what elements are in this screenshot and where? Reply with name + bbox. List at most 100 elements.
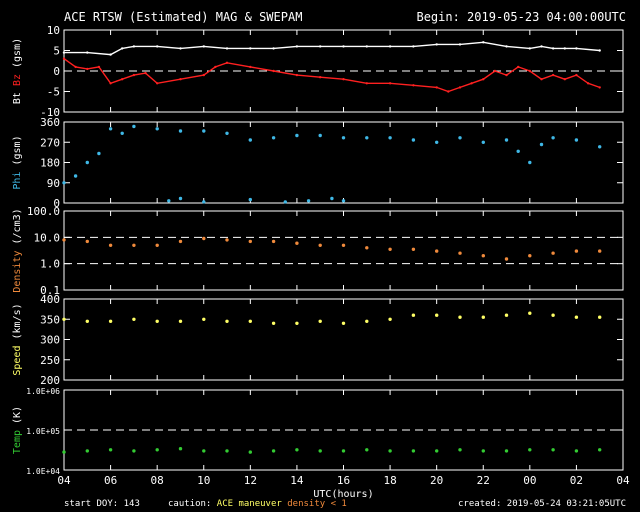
panel-4-series-0-point-5 bbox=[178, 447, 183, 451]
panel-0-series-1-point-16 bbox=[319, 76, 322, 79]
panel-0-series-1-point-27 bbox=[505, 73, 508, 77]
panel-0-series-0-point-3 bbox=[121, 47, 124, 50]
panel-4-series-0-point-0 bbox=[62, 450, 66, 454]
panel-1-series-0-point-23 bbox=[516, 149, 520, 153]
panel-4-series-0-point-14 bbox=[388, 449, 392, 453]
panel-0-series-1-point-12 bbox=[225, 61, 229, 64]
panel-0-series-0-point-8 bbox=[225, 47, 229, 50]
panel-3-series-0-point-23 bbox=[598, 315, 602, 319]
panel-1-series-0-point-16 bbox=[365, 136, 369, 140]
x-tick-label-5: 14 bbox=[290, 474, 304, 487]
panel-4-series-0-point-17 bbox=[458, 448, 462, 452]
caution-density: density < 1 bbox=[287, 499, 347, 509]
panel-3-series-0-point-13 bbox=[365, 319, 369, 323]
panel-0-series-0-point-15 bbox=[388, 45, 392, 48]
panel-1-ylabel-part-1: (gsm) bbox=[12, 135, 23, 171]
panel-1-series-0-point-20 bbox=[458, 136, 462, 140]
panel-4-series-0-point-1 bbox=[85, 449, 90, 453]
panel-4-series-0-point-19 bbox=[504, 449, 509, 453]
panel-0-series-0-point-18 bbox=[458, 43, 462, 46]
panel-0-series-1-point-6 bbox=[132, 73, 136, 77]
panel-2-series-0-point-10 bbox=[295, 241, 299, 245]
panel-4-ylabel: Temp (K) bbox=[12, 406, 23, 454]
panel-1-series-0-point-2 bbox=[85, 160, 90, 165]
panel-2-series-0-point-22 bbox=[574, 249, 579, 253]
panel-0-series-0-point-2 bbox=[109, 53, 112, 56]
panel-1-series-0-point-4 bbox=[108, 127, 113, 131]
panel-0-ytick-label-2: 0 bbox=[53, 65, 60, 78]
panel-0-series-1-point-34 bbox=[586, 82, 590, 85]
x-tick-label-3: 10 bbox=[197, 474, 210, 487]
panel-3-ylabel: Speed (km/s) bbox=[12, 303, 23, 375]
panel-2-series-0-point-5 bbox=[178, 239, 183, 244]
panel-1-series-0-point-10 bbox=[225, 131, 229, 135]
panel-1-series-0-point-25 bbox=[539, 142, 544, 147]
panel-1-series-0-point-27 bbox=[574, 138, 579, 142]
panel-3-frame bbox=[63, 298, 624, 381]
panel-1-series-0-point-21 bbox=[481, 140, 485, 144]
caution-note: caution: ACE maneuver density < 1 bbox=[168, 499, 347, 509]
panel-1-series-0-point-5 bbox=[120, 131, 124, 135]
panel-3-series-0-point-7 bbox=[225, 319, 229, 323]
panel-4-series-0-point-16 bbox=[435, 449, 439, 453]
panel-0-ylabel-part-2: (gsm) bbox=[12, 38, 23, 74]
panel-2-series-0-point-7 bbox=[225, 238, 229, 242]
panel-0-series-1-point-11 bbox=[214, 65, 217, 69]
panel-1-series-0-point-18 bbox=[411, 138, 416, 142]
x-tick-label-4: 12 bbox=[244, 474, 257, 487]
panel-4-series-0-point-11 bbox=[318, 449, 322, 453]
panel-0-series-0-point-10 bbox=[272, 47, 275, 50]
panel-3-series-0-point-8 bbox=[248, 319, 252, 323]
panel-4-series-0-point-21 bbox=[551, 448, 555, 452]
panel-0-ytick-label-3: 5 bbox=[53, 45, 60, 58]
panel-4-ytick-label-1: 1.0E+05 bbox=[26, 427, 60, 436]
panel-0-series-1-point-20 bbox=[412, 84, 415, 87]
panel-1-series-1-point-3 bbox=[248, 197, 252, 202]
panel-2-series-0-point-18 bbox=[481, 254, 485, 258]
panel-1-series-0-point-13 bbox=[295, 133, 299, 138]
panel-3-series-0-point-10 bbox=[295, 321, 299, 325]
x-tick-label-2: 08 bbox=[151, 474, 164, 487]
panel-0-series-0-point-5 bbox=[156, 45, 159, 48]
panel-0-series-0-point-22 bbox=[540, 45, 543, 48]
panel-1-ytick-label-0: 0 bbox=[53, 197, 60, 210]
panel-1-series-0-point-3 bbox=[97, 151, 101, 156]
panel-1-series-0-point-24 bbox=[528, 160, 532, 165]
panel-0-series-1-point-23 bbox=[458, 86, 462, 89]
panel-3-series-0-point-5 bbox=[178, 319, 183, 323]
panel-0-series-0-point-20 bbox=[505, 45, 508, 48]
panel-2-series-0-point-19 bbox=[504, 257, 509, 261]
panel-0-series-1-point-31 bbox=[551, 73, 555, 77]
panel-2-series-0-point-11 bbox=[318, 243, 322, 247]
panel-2-series-0-point-23 bbox=[598, 249, 602, 253]
x-tick-label-12: 04 bbox=[616, 474, 630, 487]
panel-0-ytick-label-4: 10 bbox=[47, 24, 60, 37]
x-tick-label-10: 00 bbox=[523, 474, 536, 487]
panel-2-series-0-point-16 bbox=[435, 249, 439, 253]
panel-0-series-0-point-9 bbox=[249, 47, 252, 50]
panel-4-series-0-point-3 bbox=[132, 449, 136, 453]
panel-1-frame bbox=[63, 121, 624, 204]
panel-1-ylabel-part-0: Phi bbox=[12, 172, 23, 190]
panel-1-series-0-point-14 bbox=[318, 133, 322, 138]
panel-3-series-0-point-16 bbox=[435, 313, 439, 317]
panel-0-series-0-point-13 bbox=[342, 45, 345, 48]
panel-3-series-0-point-21 bbox=[551, 313, 555, 317]
panel-3-series-0-point-17 bbox=[458, 315, 462, 319]
panel-0-series-0-point-12 bbox=[319, 45, 322, 48]
panel-2-series-0-point-14 bbox=[388, 247, 392, 251]
panel-0-series-0-point-7 bbox=[202, 45, 205, 48]
panel-4-series-0-point-8 bbox=[248, 450, 252, 454]
panel-2-series-0-point-8 bbox=[248, 239, 252, 244]
panel-3-series-0-point-4 bbox=[155, 319, 159, 323]
panel-0-series-1-point-2 bbox=[86, 67, 89, 71]
panel-1-series-0-point-26 bbox=[551, 136, 555, 140]
panel-0-series-1-point-30 bbox=[540, 78, 543, 81]
panel-3-series-0-point-22 bbox=[574, 315, 579, 319]
panel-0-series-1-point-4 bbox=[109, 82, 112, 85]
panel-0-series-1-point-8 bbox=[156, 82, 159, 85]
panel-2-series-0-point-13 bbox=[365, 246, 369, 250]
panel-4-series-0-point-12 bbox=[341, 449, 346, 453]
panel-4-series-0-point-10 bbox=[295, 448, 299, 452]
